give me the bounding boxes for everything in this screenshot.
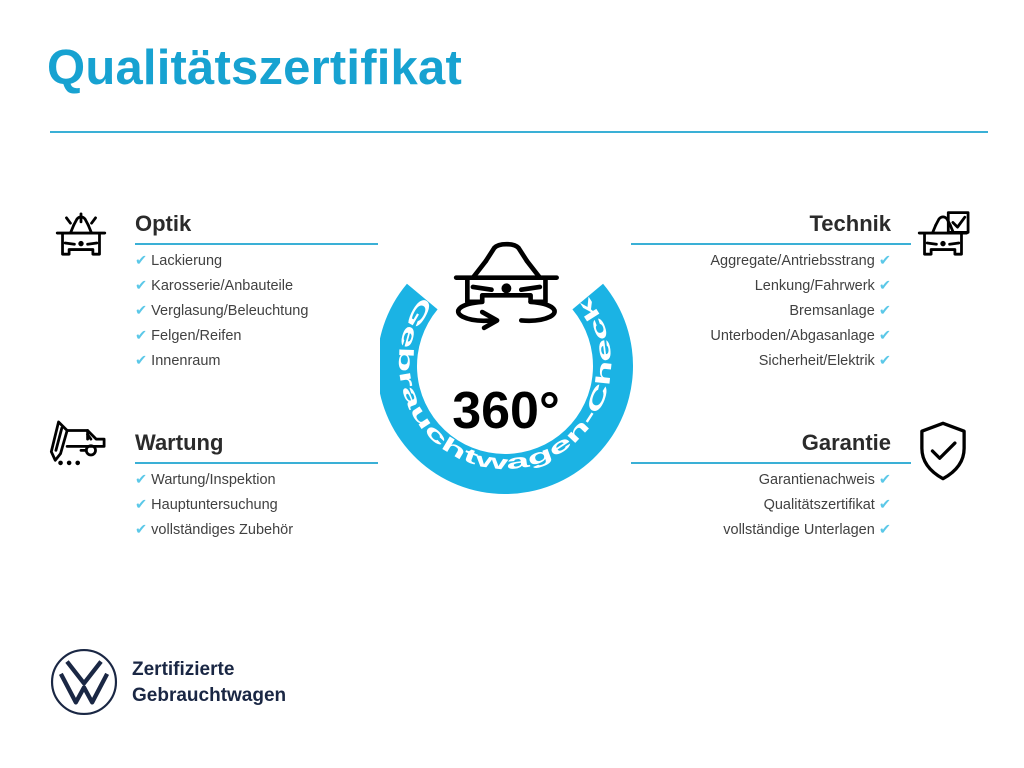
- svg-text:360°: 360°: [452, 382, 560, 440]
